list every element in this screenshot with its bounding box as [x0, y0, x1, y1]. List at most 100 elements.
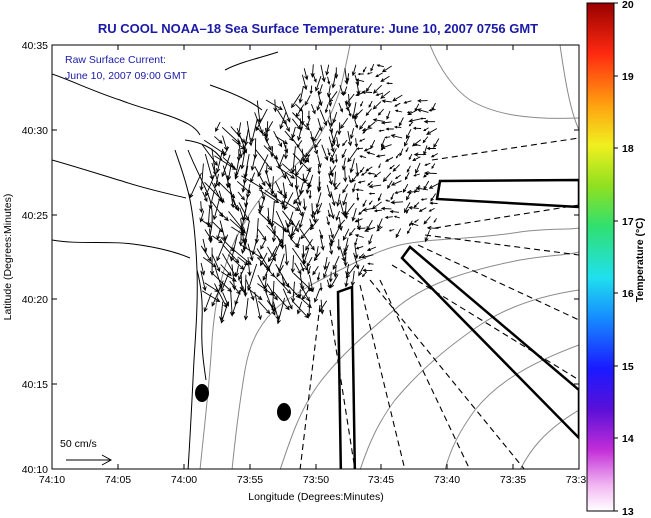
current-vector: [298, 211, 305, 229]
current-vector: [336, 239, 341, 251]
current-vector: [393, 125, 402, 129]
current-vector: [360, 101, 364, 107]
current-vector: [255, 126, 267, 137]
current-vector: [429, 201, 438, 205]
current-vector: [260, 252, 268, 267]
current-vector: [281, 274, 286, 288]
current-vector: [408, 153, 413, 160]
current-vector: [330, 154, 335, 165]
current-vector: [344, 202, 355, 217]
current-vector: [413, 152, 427, 157]
current-vector: [296, 140, 303, 148]
current-vector: [282, 288, 293, 310]
current-vector: [377, 108, 384, 116]
current-vector: [430, 153, 439, 158]
current-vector: [428, 108, 436, 112]
current-vector: [243, 274, 248, 298]
current-vector: [300, 226, 312, 240]
current-vector: [375, 92, 384, 97]
current-vector: [219, 301, 224, 322]
current-vector: [406, 227, 412, 235]
map-title: RU COOL NOAA–18 Sea Surface Temperature:…: [98, 21, 538, 36]
current-vector: [419, 117, 426, 120]
current-vector: [284, 172, 293, 188]
current-vector: [411, 139, 422, 147]
current-vector: [265, 99, 283, 111]
current-vector: [200, 262, 206, 276]
current-vector: [310, 131, 314, 141]
current-vector: [375, 72, 383, 78]
current-vector: [349, 128, 355, 140]
map-area: [52, 45, 579, 469]
current-vector: [350, 270, 355, 287]
current-vector: [255, 149, 273, 171]
colorbar-tick: 18: [622, 143, 634, 155]
current-vector: [289, 226, 294, 241]
current-vector: [299, 156, 303, 166]
current-vector: [220, 273, 230, 293]
current-vector: [358, 253, 365, 259]
current-vector: [222, 244, 240, 264]
current-vector: [308, 274, 315, 293]
current-vector: [260, 239, 267, 250]
current-vector: [366, 151, 375, 156]
current-vector: [339, 117, 349, 130]
current-vector: [328, 136, 335, 153]
y-tick-label: 40:15: [22, 379, 48, 391]
current-vector: [216, 234, 229, 262]
current-vector: [329, 274, 339, 289]
current-vector: [333, 264, 338, 278]
current-vector: [405, 208, 410, 214]
current-vector: [234, 289, 242, 306]
current-vector: [354, 119, 359, 129]
current-vector: [344, 275, 349, 288]
current-vector: [267, 245, 278, 263]
current-vector: [234, 265, 239, 278]
current-vector: [360, 171, 368, 176]
current-vector: [354, 218, 363, 223]
current-vector: [368, 200, 373, 206]
current-vector: [433, 218, 437, 223]
site-marker: [195, 384, 209, 402]
current-vector: [338, 102, 344, 113]
current-vector: [200, 270, 207, 292]
current-vector: [265, 172, 272, 188]
current-vector: [315, 192, 322, 209]
current-vector: [431, 163, 436, 169]
current-vector: [354, 245, 359, 260]
current-vector: [301, 244, 306, 259]
scale-label: 50 cm/s: [60, 438, 97, 450]
current-vector: [231, 264, 237, 291]
current-vector: [231, 226, 246, 236]
current-vector: [323, 261, 330, 279]
colorbar-tick: 14: [622, 433, 634, 445]
current-vector: [348, 108, 352, 117]
current-vector: [229, 280, 241, 295]
current-vector: [408, 122, 413, 127]
current-vector: [412, 156, 421, 161]
current-vector: [361, 271, 368, 278]
current-vector: [302, 198, 307, 212]
current-vector: [211, 253, 221, 273]
current-vector: [328, 173, 333, 186]
current-vector: [351, 64, 357, 77]
current-vector: [278, 154, 285, 169]
current-vector: [215, 148, 224, 174]
current-vector: [330, 131, 338, 148]
axis-ticks: [51, 44, 579, 469]
current-vector: [423, 216, 431, 225]
current-vector: [319, 109, 328, 127]
current-vector: [234, 165, 241, 180]
current-vector: [348, 175, 352, 184]
current-vector: [345, 93, 355, 106]
current-vector: [270, 146, 275, 158]
current-vector: [328, 91, 338, 103]
current-vector: [363, 146, 373, 152]
radar-coverage-dashes: [299, 137, 579, 469]
current-vector: [306, 299, 312, 318]
current-vector: [410, 222, 419, 227]
current-vector: [199, 210, 205, 223]
current-vector: [378, 129, 385, 132]
current-vector: [347, 131, 353, 147]
current-vector: [274, 155, 287, 180]
